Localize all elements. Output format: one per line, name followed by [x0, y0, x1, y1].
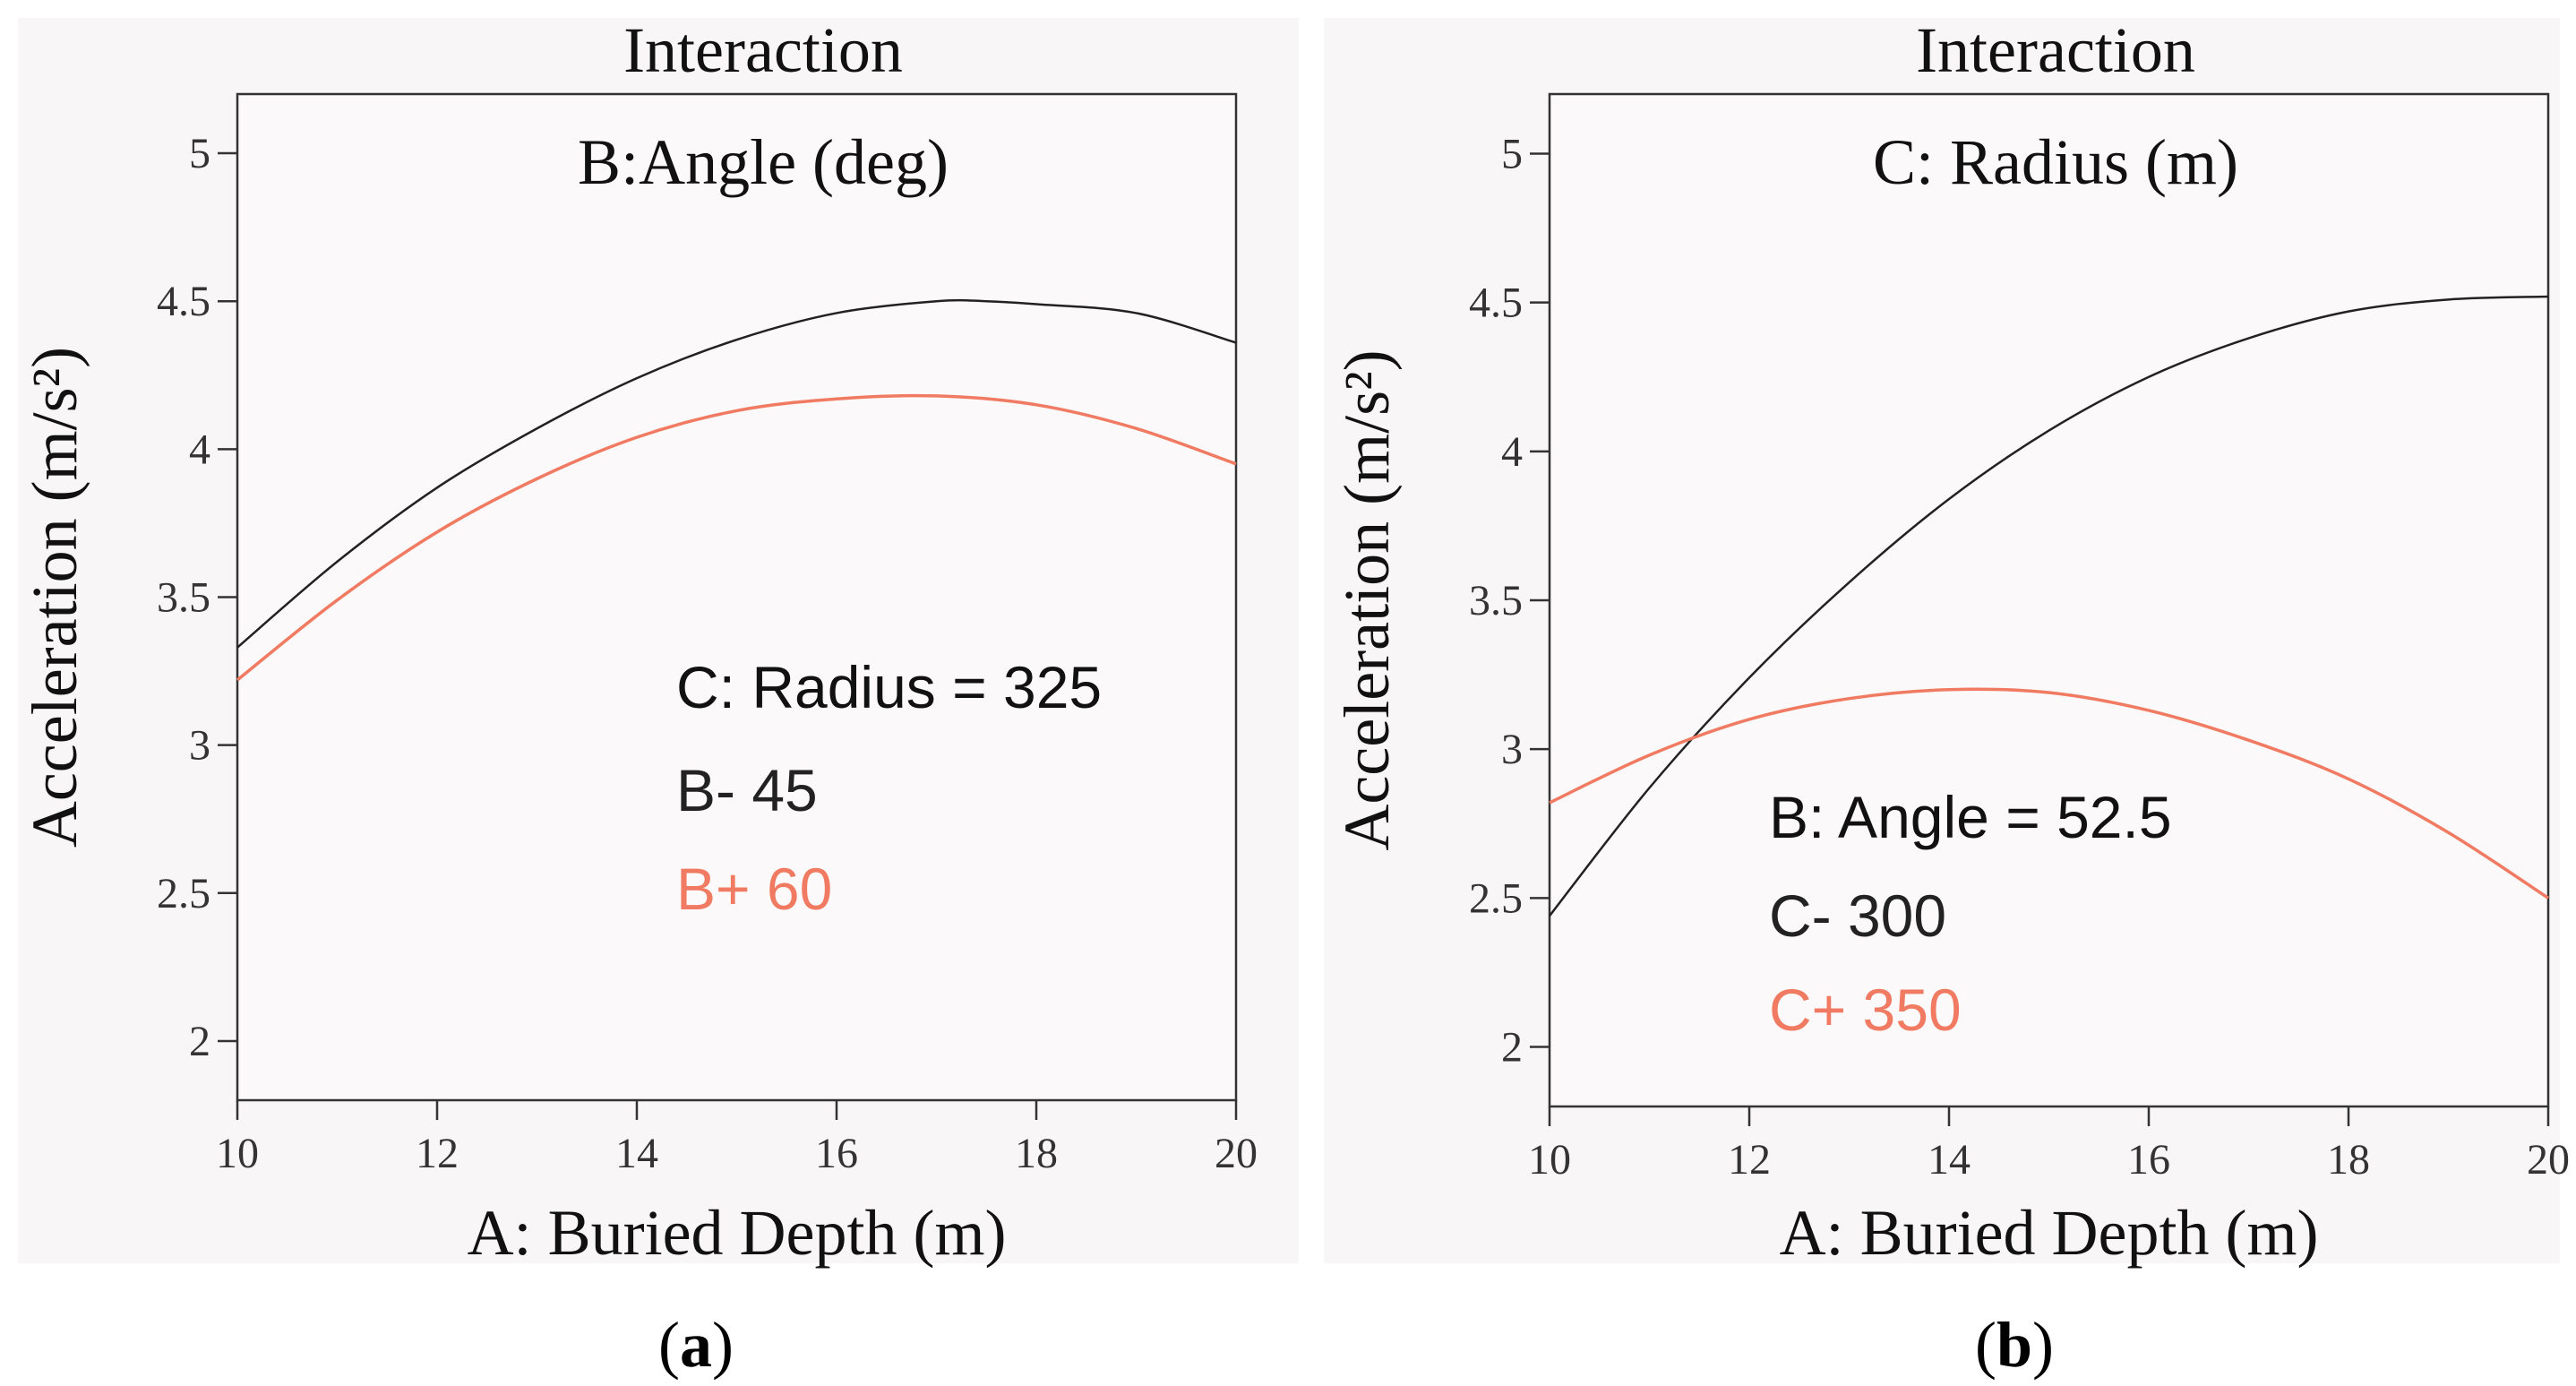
y-tick-label: 3.5: [1469, 577, 1523, 624]
y-tick-label: 2: [189, 1018, 210, 1065]
x-tick-label: 14: [1928, 1136, 1971, 1184]
figure-caption: (b): [1975, 1309, 2054, 1381]
legend-entry: C- 300: [1769, 882, 1946, 949]
y-tick-label: 4.5: [157, 278, 210, 325]
legend-title: C: Radius = 325: [676, 654, 1102, 720]
x-tick-label: 10: [1528, 1136, 1571, 1184]
x-tick-label: 14: [615, 1130, 658, 1177]
chart-title: Interaction: [1916, 14, 2195, 86]
x-tick-label: 18: [2327, 1136, 2370, 1184]
y-axis-label: Acceleration (m/s²): [19, 347, 90, 848]
y-tick-label: 2.5: [1469, 874, 1523, 922]
x-tick-label: 10: [216, 1130, 259, 1177]
y-tick-label: 4.5: [1469, 280, 1523, 327]
x-axis-label: A: Buried Depth (m): [1780, 1197, 2319, 1269]
chart-panel-b: Interaction C: Radius (m) 2 2.5 3 3.5 4 4.5 5 10 1…: [1324, 14, 2570, 1381]
figure-caption: (a): [658, 1309, 734, 1381]
y-axis-label: Acceleration (m/s²): [1331, 349, 1403, 850]
plot-area: [236, 92, 1238, 1102]
x-tick-label: 12: [1728, 1136, 1771, 1184]
legend-entry: B- 45: [676, 757, 818, 823]
chart-subtitle: C: Radius (m): [1873, 126, 2238, 198]
y-tick-label: 5: [189, 130, 210, 177]
series-line-b-45: [236, 298, 1237, 649]
x-tick-label: 18: [1015, 1130, 1058, 1177]
y-tick-label: 4: [1501, 428, 1523, 476]
chart-subtitle: B:Angle (deg): [578, 126, 949, 198]
series-line-b-60: [236, 393, 1237, 682]
x-tick-label: 12: [416, 1130, 459, 1177]
chart-title: Interaction: [623, 14, 903, 86]
series-line-c-300: [1549, 295, 2549, 917]
y-tick-label: 4: [189, 426, 210, 473]
legend-entry: B+ 60: [676, 856, 832, 922]
y-tick-label: 3.5: [157, 574, 210, 622]
x-tick-label: 20: [1215, 1130, 1258, 1177]
series-line-c-350: [1549, 687, 2549, 900]
x-axis-label: A: Buried Depth (m): [468, 1197, 1007, 1269]
y-tick-label: 3: [189, 722, 210, 770]
legend-title: B: Angle = 52.5: [1769, 784, 2172, 850]
y-tick-label: 5: [1501, 130, 1523, 177]
x-tick-label: 16: [2127, 1136, 2170, 1184]
y-tick-label: 3: [1501, 726, 1523, 773]
y-tick-label: 2: [1501, 1024, 1523, 1072]
x-tick-label: 20: [2527, 1136, 2570, 1184]
chart-panel-a: Interaction B:Angle (deg) 2 2.5 3 3.5 4 4.5 5 10 1…: [18, 14, 1299, 1381]
plot-area: [1548, 92, 2550, 1108]
legend-entry: C+ 350: [1769, 977, 1962, 1043]
y-tick-label: 2.5: [157, 870, 210, 917]
x-tick-label: 16: [815, 1130, 858, 1177]
